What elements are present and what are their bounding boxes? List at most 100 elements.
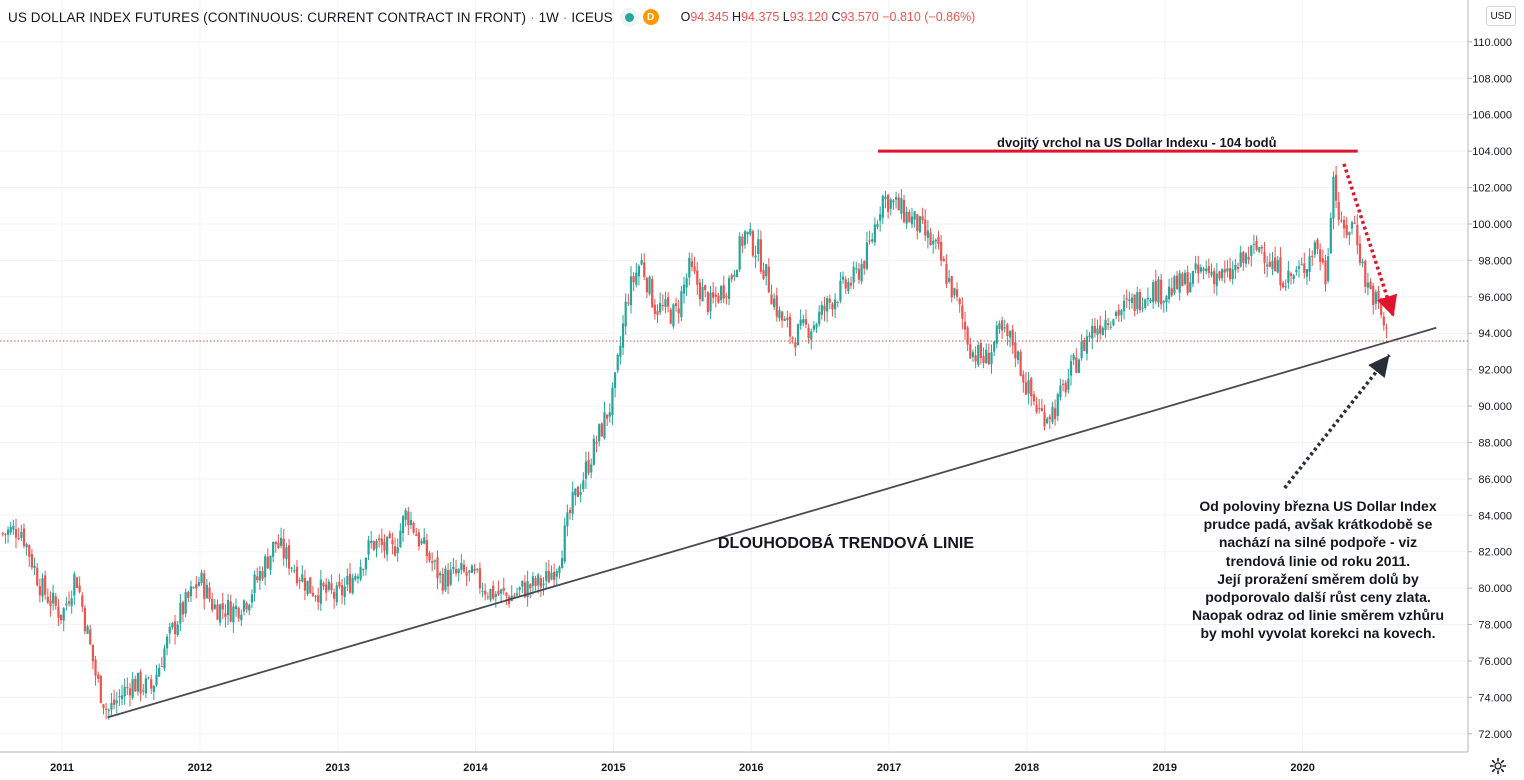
candle-body [126, 687, 129, 689]
y-tick-label: 96.000 [1478, 292, 1512, 304]
candle-body [168, 626, 171, 634]
x-tick-label: 2015 [601, 762, 625, 774]
candle-body [783, 318, 786, 321]
candle-body [857, 268, 861, 280]
candle-body [20, 531, 23, 538]
candle-body [1138, 292, 1142, 311]
candle-body [436, 557, 439, 579]
candle-body [391, 539, 394, 545]
candle-body [1258, 247, 1261, 252]
close-label: C [831, 10, 841, 24]
candle-body [865, 242, 869, 269]
candle-body [659, 303, 662, 313]
y-tick-label: 74.000 [1478, 692, 1512, 704]
interval-label[interactable]: 1W [538, 9, 559, 25]
candle-body [1019, 351, 1022, 376]
candle-body [934, 239, 937, 242]
candle-body [1313, 242, 1316, 255]
candle-body [1011, 329, 1014, 346]
candle-body [285, 547, 288, 559]
x-tick-label: 2018 [1015, 762, 1039, 774]
candle-body [621, 323, 625, 348]
y-tick-label: 78.000 [1478, 620, 1512, 632]
candle-body [1022, 374, 1025, 383]
low-label: L [782, 10, 790, 24]
candle-body [1342, 219, 1346, 229]
candle-body [852, 266, 855, 283]
x-tick-label: 2020 [1290, 762, 1314, 774]
candle-body [17, 538, 20, 540]
candle-body [834, 299, 837, 310]
ohlc-legend: O94.345 H94.375 L93.120 C93.570 −0.810 (… [681, 10, 976, 24]
candle-body [431, 561, 434, 564]
candle-body [1361, 261, 1364, 264]
candle-body [1085, 336, 1089, 354]
candle-body [115, 700, 118, 704]
candle-body [139, 671, 142, 694]
y-tick-label: 108.000 [1472, 73, 1512, 85]
candle-body [393, 546, 397, 556]
candle-body [192, 587, 195, 589]
delayed-badge[interactable]: D [642, 9, 659, 25]
candle-body [568, 509, 572, 514]
y-tick-label: 82.000 [1478, 547, 1512, 559]
x-tick-label: 2017 [877, 762, 901, 774]
up-arrow-dark [1283, 353, 1391, 490]
symbol-title[interactable]: US DOLLAR INDEX FUTURES (CONTINUOUS: CUR… [8, 9, 527, 25]
candle-body [1287, 270, 1290, 283]
candle-body [1295, 269, 1298, 272]
y-tick-label: 72.000 [1478, 729, 1512, 741]
candle-body [950, 276, 953, 298]
candle-body [645, 278, 648, 293]
candle-body [91, 644, 94, 662]
candle-body [1046, 418, 1049, 424]
candle-body [1117, 309, 1120, 316]
candle-body [1303, 263, 1306, 273]
currency-badge[interactable]: USD [1486, 6, 1516, 26]
candle-body [613, 372, 617, 388]
candle-body [913, 211, 916, 220]
candle-body [107, 709, 110, 711]
candle-body [388, 533, 391, 539]
candle-body [287, 545, 291, 569]
candle-body [971, 352, 975, 358]
candle-body [1292, 275, 1295, 280]
candle-body [990, 352, 993, 365]
candle-body [879, 214, 882, 221]
candle-body [993, 341, 996, 352]
candle-body [258, 570, 261, 581]
candle-body [1191, 270, 1195, 284]
candle-body [136, 672, 140, 692]
candle-body [1226, 268, 1229, 272]
candle-body [651, 278, 654, 308]
candle-body [1122, 300, 1126, 312]
candle-body [1348, 232, 1351, 236]
candle-body [563, 525, 566, 562]
candle-body [155, 674, 158, 686]
candle-body [476, 569, 479, 571]
candle-body [1276, 260, 1279, 273]
candle-body [44, 575, 47, 595]
settings-gear-icon[interactable] [1489, 757, 1507, 775]
candle-body [966, 327, 969, 345]
candle-body [1130, 297, 1134, 303]
candle-body [1083, 340, 1086, 351]
candle-body [41, 578, 44, 597]
candle-body [767, 266, 770, 293]
candle-body [226, 599, 230, 616]
candle-body [1231, 269, 1234, 280]
candle-body [1199, 267, 1203, 272]
candle-body [1337, 201, 1340, 220]
candle-body [1218, 271, 1221, 279]
candle-body [706, 292, 709, 313]
candle-body [1178, 272, 1181, 293]
candle-body [985, 349, 988, 363]
candle-body [759, 239, 762, 272]
candle-body [1205, 268, 1208, 272]
candle-body [428, 552, 431, 561]
candle-body [70, 598, 73, 607]
candle-body [1035, 404, 1038, 412]
candle-body [500, 589, 503, 594]
candle-body [370, 540, 373, 543]
